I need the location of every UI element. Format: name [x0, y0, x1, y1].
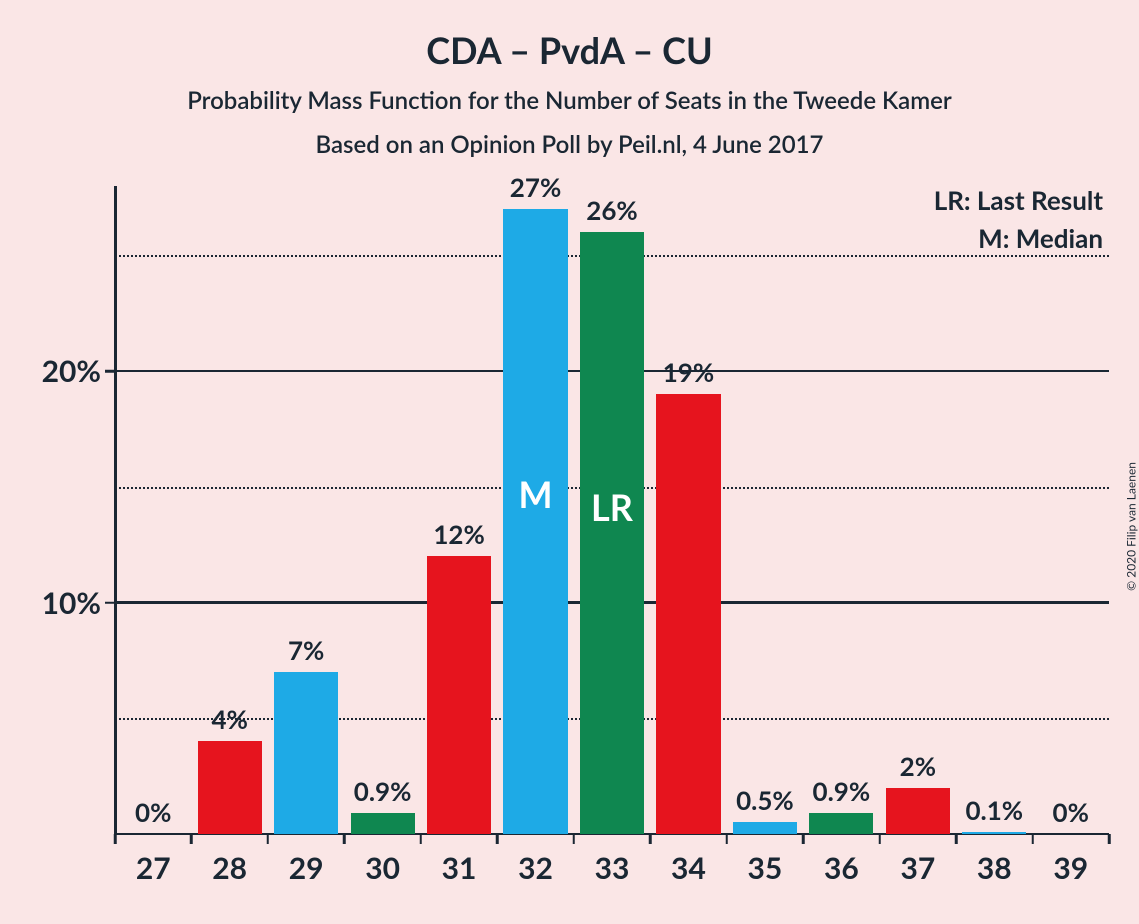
bar-inner-label: M: [519, 472, 553, 516]
xtick-label: 28: [212, 850, 247, 886]
xtick-mark: [1031, 834, 1034, 844]
y-axis: [114, 186, 117, 834]
bar-33: 26%LR: [580, 232, 644, 834]
xtick-mark: [267, 834, 270, 844]
bar-37: 2%: [886, 788, 950, 834]
bar-value-label: 0.9%: [813, 775, 871, 807]
xtick-label: 31: [442, 850, 477, 886]
legend-row: M: Median: [934, 222, 1103, 254]
bar-value-label: 27%: [510, 171, 561, 203]
chart-title: CDA – PvdA – CU: [0, 28, 1139, 72]
xtick-mark: [725, 834, 728, 844]
xtick-label: 35: [748, 850, 783, 886]
bar-31: 12%: [427, 556, 491, 834]
chart-subtitle-2: Based on an Opinion Poll by Peil.nl, 4 J…: [0, 130, 1139, 159]
bar-36: 0.9%: [809, 813, 873, 834]
bar-value-label: 26%: [586, 194, 637, 226]
bar-34: 19%: [656, 394, 720, 834]
chart-copyright: © 2020 Filip van Laenen: [1124, 462, 1139, 591]
bar-30: 0.9%: [351, 813, 415, 834]
bar-value-label: 4%: [211, 703, 247, 735]
bar-value-label: 19%: [663, 356, 714, 388]
bar-35: 0.5%: [733, 822, 797, 834]
bar-29: 7%: [274, 672, 338, 834]
bar-value-label: 0%: [1053, 796, 1089, 828]
ytick-label: 20%: [42, 353, 115, 389]
chart-legend: LR: Last Result M: Median: [934, 184, 1103, 260]
bar-28: 4%: [198, 741, 262, 834]
legend-row: LR: Last Result: [934, 184, 1103, 216]
bar-value-label: 2%: [900, 750, 936, 782]
bar-value-label: 0.5%: [736, 784, 794, 816]
xtick-label: 27: [136, 850, 171, 886]
bar-inner-label: LR: [591, 485, 633, 529]
xtick-label: 30: [365, 850, 400, 886]
xtick-mark: [343, 834, 346, 844]
xtick-label: 34: [671, 850, 706, 886]
xtick-label: 33: [595, 850, 630, 886]
chart-subtitle-1: Probability Mass Function for the Number…: [0, 86, 1139, 115]
xtick-label: 37: [900, 850, 935, 886]
xtick-label: 32: [518, 850, 553, 886]
bar-value-label: 0%: [135, 796, 171, 828]
chart-container: CDA – PvdA – CU Probability Mass Functio…: [0, 0, 1139, 924]
xtick-label: 29: [289, 850, 324, 886]
bar-value-label: 7%: [288, 634, 324, 666]
xtick-mark: [955, 834, 958, 844]
ytick-label: 10%: [42, 585, 115, 621]
bar-value-label: 0.1%: [965, 794, 1023, 826]
xtick-mark: [190, 834, 193, 844]
xtick-mark: [114, 834, 117, 844]
xtick-label: 38: [977, 850, 1012, 886]
xtick-label: 36: [824, 850, 859, 886]
bar-32: 27%M: [503, 209, 567, 834]
xtick-mark: [496, 834, 499, 844]
bar-38: 0.1%: [962, 832, 1026, 834]
xtick-mark: [420, 834, 423, 844]
xtick-mark: [802, 834, 805, 844]
bar-value-label: 12%: [433, 518, 484, 550]
xtick-mark: [878, 834, 881, 844]
xtick-mark: [1108, 834, 1111, 844]
xtick-mark: [649, 834, 652, 844]
xtick-label: 39: [1053, 850, 1088, 886]
plot-area: LR: Last ResultM: Median 10%20%0%4%7%0.9…: [115, 186, 1109, 834]
bar-value-label: 0.9%: [354, 775, 412, 807]
xtick-mark: [573, 834, 576, 844]
